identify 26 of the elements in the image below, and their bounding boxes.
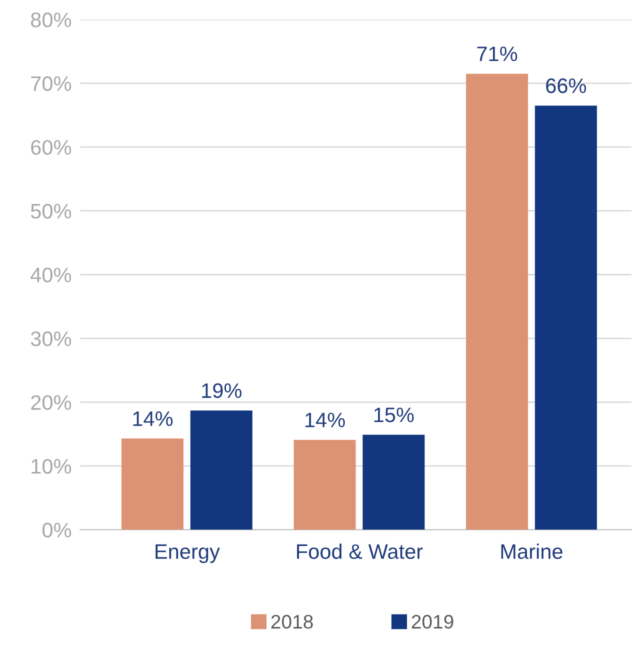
data-label: 71% xyxy=(477,46,518,62)
data-label: 66% xyxy=(546,78,586,94)
bar xyxy=(534,106,597,530)
y-tick-label: 40% xyxy=(30,268,72,282)
data-label: 14% xyxy=(305,412,345,428)
data-label: 19% xyxy=(202,383,242,398)
bar xyxy=(190,410,252,530)
y-tick-label: 60% xyxy=(31,140,72,155)
y-tick-label: 10% xyxy=(32,458,72,474)
x-tick-label: Energy xyxy=(156,544,220,564)
x-tick-label: Marine xyxy=(501,544,562,559)
x-tick-label: Food & Water xyxy=(297,544,423,559)
bar xyxy=(466,74,528,530)
bar xyxy=(121,438,184,530)
y-tick-label: 70% xyxy=(31,76,72,92)
y-tick-label: 80% xyxy=(31,12,72,28)
bar xyxy=(294,440,356,530)
y-tick-label: 30% xyxy=(30,331,72,346)
data-label: 15% xyxy=(374,408,414,422)
legend-label: 2019 xyxy=(412,614,454,629)
y-tick-label: 0% xyxy=(42,522,72,538)
y-tick-label: 20% xyxy=(31,395,72,410)
data-label: 14% xyxy=(133,411,173,426)
y-tick-label: 50% xyxy=(30,204,72,219)
bar xyxy=(362,434,425,530)
legend-label: 2018 xyxy=(271,614,313,629)
